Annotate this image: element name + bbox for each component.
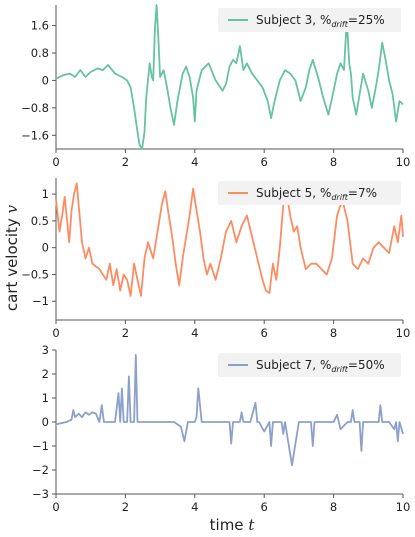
x-tick-label: 6 [261, 500, 268, 514]
x-tick-label: 10 [396, 500, 411, 514]
x-tick-label: 8 [330, 326, 337, 340]
y-tick-label: −0.8 [21, 101, 49, 115]
y-tick-label: 1.6 [31, 19, 49, 33]
y-tick-label: −2 [32, 463, 49, 477]
series-line [55, 4, 404, 150]
x-axis-label: time t [210, 516, 256, 534]
x-tick-label: 10 [396, 326, 411, 340]
y-tick-label: −1 [32, 294, 49, 308]
x-tick-label: 6 [261, 155, 268, 169]
y-tick-label: 0 [42, 241, 49, 255]
panel-3: −3 −2 −1 0 1 2 3 0 2 4 6 8 10 Subject 7, %drift=50% [32, 343, 410, 514]
x-tick-label: 10 [396, 155, 411, 169]
x-tick-label: 2 [122, 155, 129, 169]
y-axis-label: cart velocity v [3, 204, 21, 311]
x-tick-label: 2 [122, 500, 129, 514]
series-line [55, 353, 404, 467]
legend: Subject 3, %drift=25% [218, 8, 401, 32]
x-tick-label: 2 [122, 326, 129, 340]
legend-box [218, 353, 401, 377]
x-tick-label: 0 [52, 155, 59, 169]
y-tick-label: 0.5 [31, 214, 49, 228]
y-tick-label: −1.6 [21, 128, 49, 142]
x-tick-label: 4 [191, 500, 198, 514]
y-tick-label: 3 [42, 343, 49, 357]
x-tick-label: 4 [191, 326, 198, 340]
legend: Subject 7, %drift=50% [218, 353, 401, 377]
series-line [55, 182, 404, 297]
legend-label: Subject 7, %drift=50% [256, 358, 385, 374]
y-tick-label: 0 [42, 73, 49, 87]
x-tick-label: 6 [261, 326, 268, 340]
y-tick-label: 2 [42, 367, 49, 381]
y-tick-label: −0.5 [21, 267, 49, 281]
x-tick-label: 0 [52, 500, 59, 514]
y-tick-label: 0.8 [31, 46, 49, 60]
y-tick-label: 1 [42, 391, 49, 405]
x-tick-label: 0 [52, 326, 59, 340]
legend-label: Subject 5, %drift=7% [256, 186, 377, 202]
legend-box [218, 181, 401, 205]
legend-label: Subject 3, %drift=25% [256, 13, 385, 29]
x-tick-label: 8 [330, 155, 337, 169]
y-tick-label: 0 [42, 415, 49, 429]
x-tick-label: 8 [330, 500, 337, 514]
x-tick-label: 4 [191, 155, 198, 169]
panel-1: −1.6 −0.8 0 0.8 1.6 0 2 4 6 8 10 Subject 3, %drift=… [21, 4, 410, 169]
y-tick-label: −3 [32, 487, 49, 501]
y-tick-label: 1 [42, 187, 49, 201]
legend: Subject 5, %drift=7% [218, 181, 401, 205]
y-tick-label: −1 [32, 439, 49, 453]
legend-box [218, 8, 401, 32]
